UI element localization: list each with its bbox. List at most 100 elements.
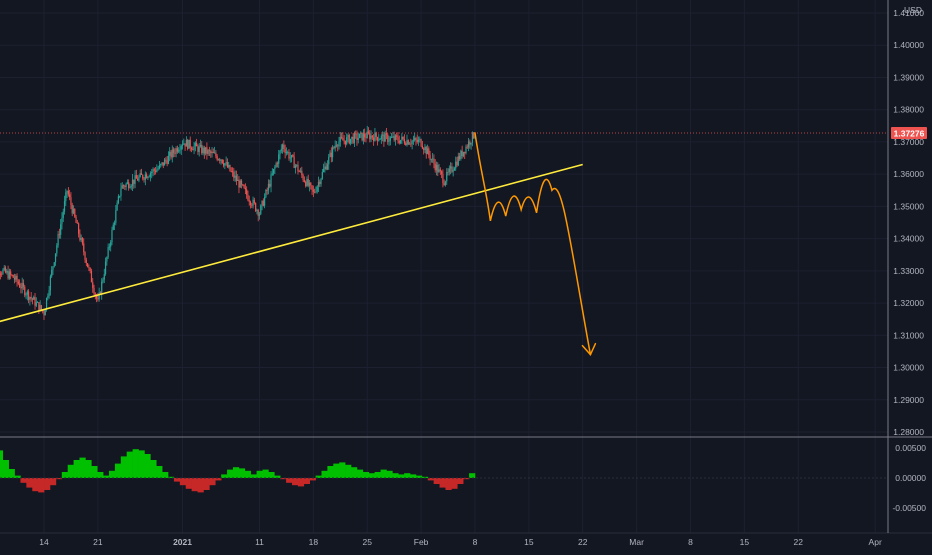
candle-body xyxy=(348,135,350,144)
candle xyxy=(251,203,253,209)
projection-path[interactable] xyxy=(474,132,592,356)
candle xyxy=(81,236,84,246)
price-tick-label: 1.38000 xyxy=(893,105,924,115)
candle xyxy=(348,133,350,145)
candle-body xyxy=(38,302,40,311)
candle-body xyxy=(328,156,330,165)
candle-body xyxy=(44,309,46,316)
candle xyxy=(171,145,173,163)
candle xyxy=(272,168,275,176)
time-tick-label: 2021 xyxy=(173,537,192,547)
candle-body xyxy=(85,260,87,264)
candle-body xyxy=(261,200,263,206)
candle xyxy=(49,274,52,296)
candle-body xyxy=(4,267,7,273)
candle-body xyxy=(126,182,128,184)
candle xyxy=(434,159,436,173)
candle-body xyxy=(434,163,436,171)
candle-body xyxy=(458,156,461,160)
candle xyxy=(165,157,167,164)
candle-body xyxy=(316,186,318,192)
candle xyxy=(437,162,439,177)
candle xyxy=(397,132,399,144)
candle xyxy=(399,139,402,145)
candle-body xyxy=(425,146,427,155)
candle-body xyxy=(353,133,356,143)
candle-body xyxy=(102,279,104,282)
oscillator-bar xyxy=(156,466,163,478)
candle xyxy=(162,162,164,169)
candle xyxy=(450,162,452,175)
candle-body xyxy=(274,166,276,170)
candle-body xyxy=(364,133,366,138)
oscillator-bar xyxy=(232,467,240,478)
candle xyxy=(225,156,227,166)
candle-body xyxy=(443,183,445,186)
candle xyxy=(344,140,347,148)
candle-body xyxy=(184,143,186,147)
candle xyxy=(292,154,294,158)
candle-body xyxy=(207,150,209,154)
candle xyxy=(74,208,76,218)
time-tick-label: 14 xyxy=(39,537,49,547)
candle xyxy=(130,184,132,190)
candle-body xyxy=(281,144,284,149)
candle-body xyxy=(312,189,314,192)
candle-body xyxy=(406,140,408,145)
oscillator-bar xyxy=(138,450,145,478)
candle xyxy=(357,132,359,144)
candle-body xyxy=(229,165,231,171)
candle xyxy=(410,138,412,147)
candle xyxy=(451,162,453,174)
candle xyxy=(370,130,372,142)
oscillator-bar xyxy=(315,475,322,478)
candle-body xyxy=(194,142,196,147)
candle-body xyxy=(391,137,393,139)
oscillator-bar xyxy=(2,460,9,478)
candle-body xyxy=(163,159,166,166)
candle xyxy=(33,295,35,300)
oscillator-bar xyxy=(0,450,4,478)
candle-body xyxy=(270,174,272,187)
candle-body xyxy=(170,151,172,158)
candle-body xyxy=(213,152,216,154)
candle-body xyxy=(402,136,404,140)
candle xyxy=(443,179,445,186)
candle xyxy=(311,185,313,195)
time-tick-label: Feb xyxy=(414,537,429,547)
candle xyxy=(373,134,375,146)
candle-body xyxy=(12,275,14,278)
trendline[interactable] xyxy=(0,163,583,338)
oscillator-bar xyxy=(144,454,151,478)
candle-body xyxy=(33,297,35,300)
candle-body xyxy=(397,136,399,141)
candle xyxy=(147,176,149,181)
candle xyxy=(90,268,93,283)
candle-body xyxy=(22,283,25,287)
candle xyxy=(122,184,125,189)
candle-body xyxy=(437,164,439,173)
candle-body xyxy=(45,297,48,310)
candle-body xyxy=(95,295,98,299)
candle-body xyxy=(412,140,415,142)
candle-body xyxy=(314,191,316,193)
oscillator-tick-label: -0.00500 xyxy=(892,503,926,513)
candle xyxy=(161,161,163,167)
candle xyxy=(140,168,143,176)
candle xyxy=(146,172,148,179)
candle-body xyxy=(302,174,304,180)
candle xyxy=(111,226,113,246)
candle-body xyxy=(340,136,343,138)
candle-body xyxy=(15,275,17,280)
oscillator-bar xyxy=(392,473,399,478)
candle xyxy=(126,179,128,185)
candle-body xyxy=(172,149,175,153)
candle xyxy=(107,243,109,260)
candle-body xyxy=(43,311,45,316)
candle-body xyxy=(49,276,52,291)
time-tick-label: 22 xyxy=(793,537,803,547)
candle-body xyxy=(420,139,422,147)
candle-body xyxy=(137,178,139,181)
candle xyxy=(289,152,291,163)
